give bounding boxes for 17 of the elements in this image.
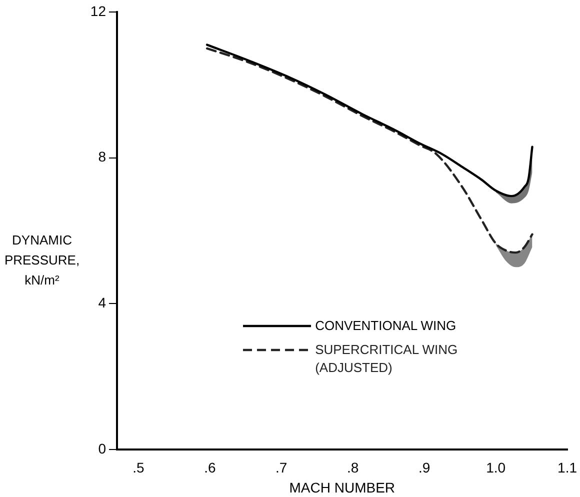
x-tick-label: 1.1 [558,460,578,476]
y-tick-label: 12 [90,2,106,19]
x-tick-label: .8 [347,460,359,476]
x-tick-label: .9 [418,460,430,476]
y-tick-label: 0 [98,440,106,456]
y-tick-label: 8 [98,148,106,165]
line-series [206,44,534,198]
line-series [206,47,534,254]
text: CONVENTIONAL WING [315,317,456,336]
y-tick-label: 4 [98,294,106,310]
x-tick-label: .7 [276,460,288,476]
x-axis-title: MACH NUMBER [289,479,396,496]
x-tick-label: .6 [204,460,216,476]
y-axis-title: DYNAMIC PRESSURE, kN/m² [4,232,80,288]
text: SUPERCRITICAL WING (ADJUSTED) [315,341,459,378]
x-tick-label: 1.0 [486,460,506,476]
x-tick-label: .5 [132,460,144,476]
